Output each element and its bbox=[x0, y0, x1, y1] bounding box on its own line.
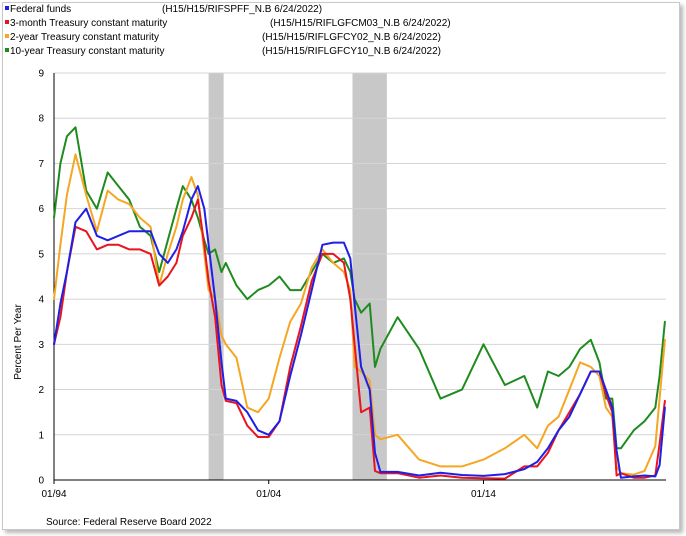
axes: 0 1 2 3 4 5 6 7 8 9 01/94 01/04 01/14 bbox=[38, 69, 666, 500]
legend-label-2: 2-year Treasury constant maturity bbox=[10, 32, 159, 43]
legend-label-1: 3-month Treasury constant maturity bbox=[10, 18, 167, 29]
recession-band-0 bbox=[208, 73, 224, 480]
legend-swatch-0 bbox=[5, 6, 9, 10]
y-tick-label-3: 3 bbox=[38, 340, 44, 351]
chart-frame bbox=[2, 2, 680, 530]
legend-code-0: (H15/H15/RIFSPFF_N.B 6/24/2022) bbox=[162, 4, 322, 15]
legend-swatch-1 bbox=[5, 20, 9, 24]
legend-swatch-3 bbox=[5, 48, 9, 52]
series-lines bbox=[53, 126, 666, 480]
legend-code-3: (H15/H15/RIFLGFCY10_N.B 6/24/2022) bbox=[262, 46, 441, 57]
legend-code-2: (H15/H15/RIFLGFCY02_N.B 6/24/2022) bbox=[262, 32, 441, 43]
legend: Federal funds (H15/H15/RIFSPFF_N.B 6/24/2… bbox=[5, 4, 451, 57]
y-tick-label-4: 4 bbox=[38, 295, 44, 306]
y-tick-label-5: 5 bbox=[38, 249, 44, 260]
legend-code-1: (H15/H15/RIFLGFCM03_N.B 6/24/2022) bbox=[270, 18, 451, 29]
y-tick-label-1: 1 bbox=[38, 430, 44, 441]
legend-label-0: Federal funds bbox=[10, 4, 71, 15]
y-axis-title: Percent Per Year bbox=[13, 304, 24, 380]
x-tick-label-2: 01/14 bbox=[471, 489, 496, 500]
y-tick-label-7: 7 bbox=[38, 159, 44, 170]
x-tick-label-0: 01/94 bbox=[41, 489, 66, 500]
series-line-0 bbox=[53, 185, 666, 479]
y-tick-label-9: 9 bbox=[38, 69, 44, 80]
source-note: Source: Federal Reserve Board 2022 bbox=[46, 517, 212, 528]
legend-swatch-2 bbox=[5, 34, 9, 38]
x-tick-label-1: 01/04 bbox=[256, 489, 281, 500]
recession-bands bbox=[208, 73, 387, 480]
y-tick-label-8: 8 bbox=[38, 114, 44, 125]
legend-label-3: 10-year Treasury constant maturity bbox=[10, 46, 165, 57]
y-tick-label-6: 6 bbox=[38, 204, 44, 215]
y-tick-label-2: 2 bbox=[38, 385, 44, 396]
grid bbox=[54, 72, 666, 436]
y-tick-label-0: 0 bbox=[38, 476, 44, 487]
